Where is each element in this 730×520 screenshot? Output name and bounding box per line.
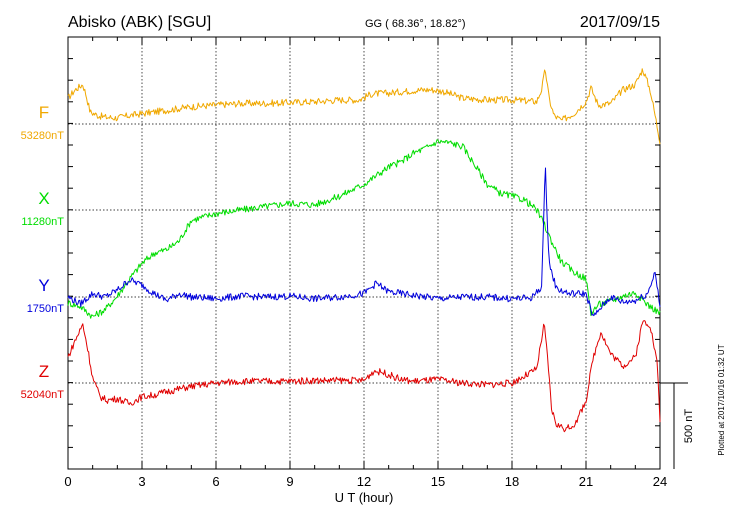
series-baseline-y: 1750nT (27, 303, 65, 315)
x-tick-label: 21 (579, 474, 593, 489)
plot-frame (67, 36, 661, 470)
scale-bar-label: 500 nT (683, 409, 695, 444)
series-name-x: X (38, 189, 49, 208)
series-labels: F 53280nT X 11280nT Y 1750nT Z 52040nT (21, 103, 65, 401)
series-line-y (67, 167, 661, 317)
series-baseline-x: 11280nT (21, 216, 64, 228)
series-baseline-f: 53280nT (21, 130, 65, 142)
series-line-f (67, 68, 661, 145)
axis-ticks (67, 37, 661, 469)
x-tick-label: 12 (357, 474, 371, 489)
series-lines (67, 68, 661, 433)
x-tick-label: 9 (286, 474, 293, 489)
series-line-x (67, 139, 661, 319)
station-coordinates: GG ( 68.36°, 18.82°) (365, 18, 466, 30)
series-baseline-z: 52040nT (21, 389, 65, 401)
x-axis-label: U T (hour) (335, 490, 394, 505)
series-name-y: Y (38, 276, 49, 295)
x-tick-label: 24 (653, 474, 667, 489)
x-tick-label: 3 (138, 474, 145, 489)
series-name-z: Z (39, 362, 49, 381)
x-tick-label: 15 (431, 474, 445, 489)
plotted-timestamp: Plotted at 2017/10/16 01:32 UT (717, 344, 726, 455)
series-line-z (67, 320, 661, 433)
x-tick-label: 6 (212, 474, 219, 489)
plot-date: 2017/09/15 (580, 14, 660, 31)
x-tick-labels: 0 3 6 9 12 15 18 21 24 (64, 474, 667, 489)
x-tick-label: 0 (64, 474, 71, 489)
x-tick-label: 18 (505, 474, 519, 489)
grid-lines (68, 37, 660, 469)
series-name-f: F (39, 103, 49, 122)
station-title: Abisko (ABK) [SGU] (68, 14, 211, 31)
